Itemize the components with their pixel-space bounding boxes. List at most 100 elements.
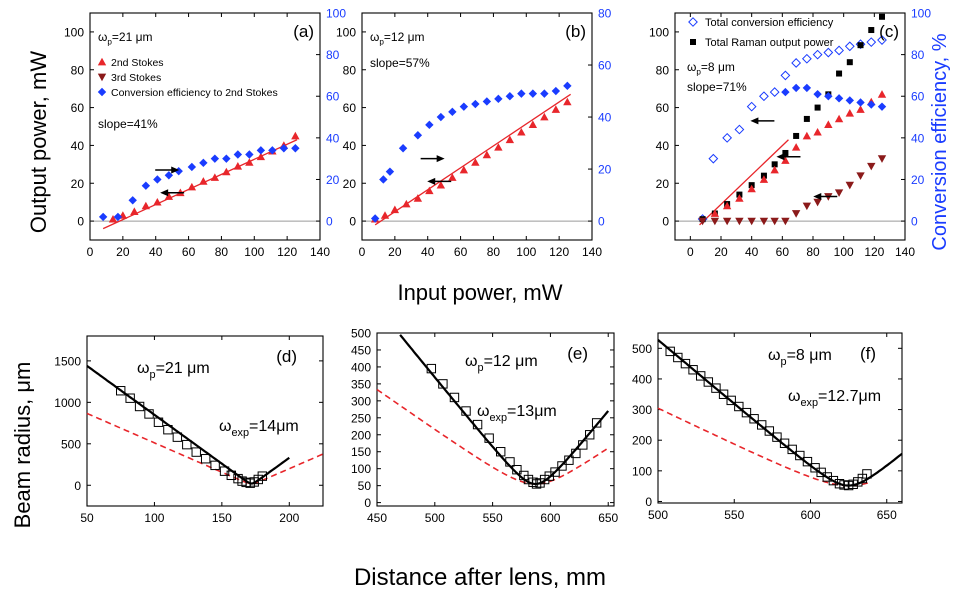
data-point-f-s0 — [711, 383, 721, 393]
data-point-a-s1 — [199, 158, 208, 168]
data-point-c-s0 — [769, 87, 780, 97]
x-tick-label-b: 20 — [388, 245, 402, 259]
data-point-a-s0 — [245, 158, 254, 166]
y-tick-label-a: 100 — [64, 25, 84, 39]
data-point-c-s3 — [710, 217, 720, 226]
omega-p-e-value: =12 μm — [484, 353, 538, 370]
y-tick-label-a: 80 — [71, 63, 85, 77]
legend-marker-c — [690, 39, 696, 45]
data-point-c-s4 — [802, 83, 812, 93]
y-tick-label-b: 40 — [343, 139, 357, 153]
top-ylabel: Output power, mW — [26, 51, 51, 233]
data-point-e-s0 — [528, 477, 538, 487]
top-y2label: Conversion efficiency, % — [929, 33, 951, 250]
data-point-b-s0 — [436, 180, 446, 189]
data-point-c-s4 — [813, 89, 822, 99]
data-point-a-s0 — [130, 207, 139, 215]
data-point-d-s0 — [210, 460, 220, 471]
arrow-head-c — [750, 117, 759, 125]
data-point-c-s0 — [866, 37, 877, 48]
x-tick-label-b: 100 — [516, 245, 536, 259]
data-point-b-s0 — [425, 186, 434, 195]
omega-exp-f-label: ωexp=12.7μm — [788, 388, 881, 409]
data-point-b-s0 — [505, 135, 515, 144]
arrow-head-a — [160, 189, 169, 197]
y2-tick-label-c: 40 — [911, 131, 925, 145]
data-point-c-s1 — [814, 104, 821, 111]
omega-exp-d-omega: ω — [219, 418, 232, 435]
x-tick-label-c: 60 — [776, 245, 790, 259]
data-point-c-s3 — [781, 217, 790, 226]
data-point-e-s0 — [461, 406, 471, 416]
arrow-head-b — [427, 177, 436, 185]
y2-tick-label-c: 0 — [911, 215, 918, 229]
y-tick-label-c: 60 — [656, 101, 670, 115]
data-point-c-s0 — [780, 70, 791, 81]
data-point-a-s1 — [128, 196, 137, 205]
bottom-xlabel: Distance after lens, mm — [354, 564, 606, 591]
arrow-head-a — [171, 166, 180, 174]
y-tick-label-b: 20 — [343, 177, 357, 191]
data-point-c-s1 — [857, 42, 864, 49]
x-tick-label-c: 140 — [895, 245, 915, 259]
omega-exp-d-label: ωexp=14μm — [219, 418, 299, 439]
data-point-e-s0 — [550, 467, 560, 477]
omega-exp-e-subscript: exp — [490, 412, 508, 424]
omega-p-d-subscript: p — [150, 369, 156, 381]
panel-label-d: (d) — [276, 347, 297, 366]
data-point-b-s1 — [425, 120, 434, 130]
panel-label-c: (c) — [879, 22, 899, 41]
omega-exp-e-value: =13μm — [507, 403, 557, 420]
data-point-d-s0 — [172, 432, 183, 442]
omega-exp-f-subscript: exp — [801, 397, 819, 409]
data-point-b-s1 — [528, 89, 538, 98]
x-tick-label-a: 0 — [87, 245, 94, 259]
data-point-b-s0 — [402, 199, 411, 208]
slope-label-a: slope=41% — [98, 117, 158, 131]
y-tick-label-e: 300 — [351, 394, 371, 408]
y2-tick-label-a: 20 — [326, 173, 340, 187]
omega-p-e-label: ωp=12 μm — [465, 353, 538, 374]
data-point-f-s0 — [862, 469, 872, 479]
data-point-e-s0 — [585, 430, 595, 440]
data-point-c-s4 — [791, 83, 801, 93]
data-point-c-s0 — [801, 53, 812, 64]
data-point-d-s0 — [226, 470, 236, 481]
x-tick-label-e: 550 — [483, 511, 503, 525]
omega-exp-d-subscript: exp — [232, 427, 250, 439]
x-tick-label-c: 120 — [864, 245, 884, 259]
data-point-b-s1 — [413, 131, 423, 140]
omega-p-d-value: =21 μm — [156, 360, 210, 377]
arrow-head-b — [436, 155, 445, 163]
y-tick-label-e: 500 — [351, 327, 371, 341]
panel-label-e: (e) — [567, 344, 588, 363]
y-tick-label-d: 1500 — [54, 354, 81, 368]
y-tick-label-e: 250 — [351, 411, 371, 425]
data-point-a-s0 — [291, 131, 300, 140]
data-point-b-s1 — [482, 97, 492, 106]
data-point-d-s0 — [182, 439, 192, 450]
data-point-d-s0 — [191, 447, 201, 457]
legend-marker-a — [97, 87, 107, 97]
data-point-b-s1 — [385, 167, 395, 176]
y-tick-label-c: 80 — [656, 63, 670, 77]
data-point-a-s1 — [98, 212, 108, 222]
x-tick-label-a: 60 — [182, 245, 196, 259]
data-point-b-s1 — [370, 214, 380, 223]
data-point-f-s0 — [802, 456, 813, 467]
x-tick-label-b: 60 — [454, 245, 468, 259]
y2-tick-label-a: 40 — [326, 131, 340, 145]
panel-a: 0 20 40 60 80 100 120 140 0 20 40 60 80 100 0 20 40 60 80 1… — [64, 7, 346, 260]
data-point-c-s3 — [802, 202, 812, 211]
data-point-b-s1 — [505, 92, 515, 101]
data-point-a-s1 — [233, 150, 243, 159]
data-point-c-s2 — [791, 143, 801, 151]
legend-marker-c — [688, 17, 698, 27]
data-point-b-s0 — [390, 205, 400, 214]
panel-c: 0 20 40 60 80 100 120 140 0 20 40 60 80 100 0 20 40 60 80 1… — [649, 7, 931, 260]
data-point-c-s1 — [771, 161, 778, 168]
data-point-c-s1 — [803, 115, 810, 122]
data-point-c-s0 — [759, 91, 769, 102]
